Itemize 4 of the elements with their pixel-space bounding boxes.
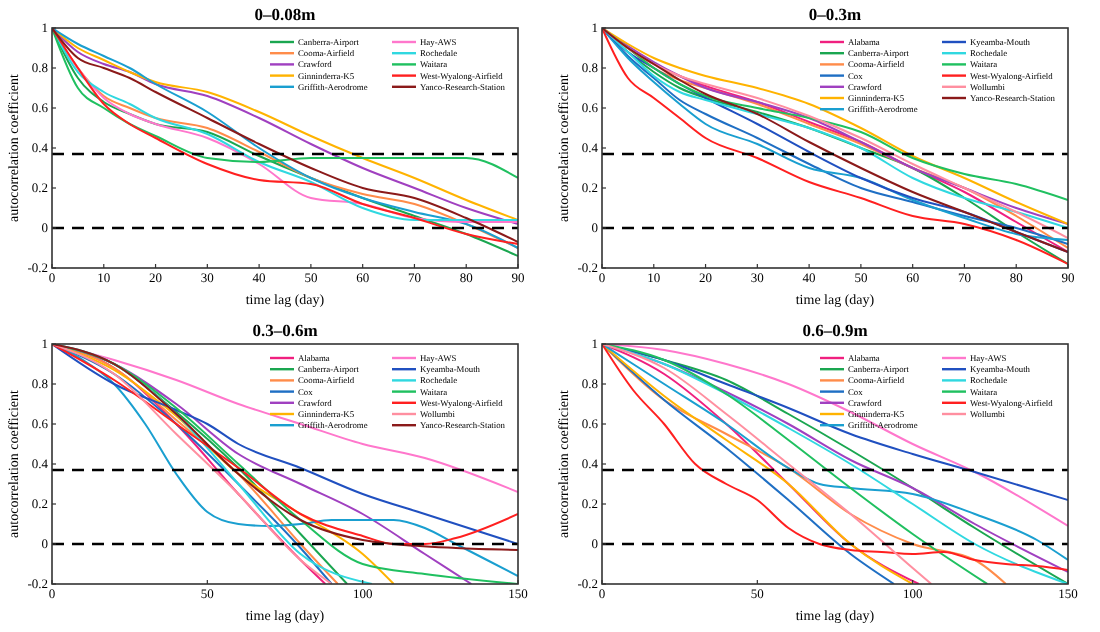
chart-title: 0–0.08m [254, 4, 316, 24]
chart-title: 0.6–0.9m [802, 320, 868, 340]
chart-title: 0.3–0.6m [252, 320, 318, 340]
chart-title: 0–0.3m [808, 4, 862, 24]
